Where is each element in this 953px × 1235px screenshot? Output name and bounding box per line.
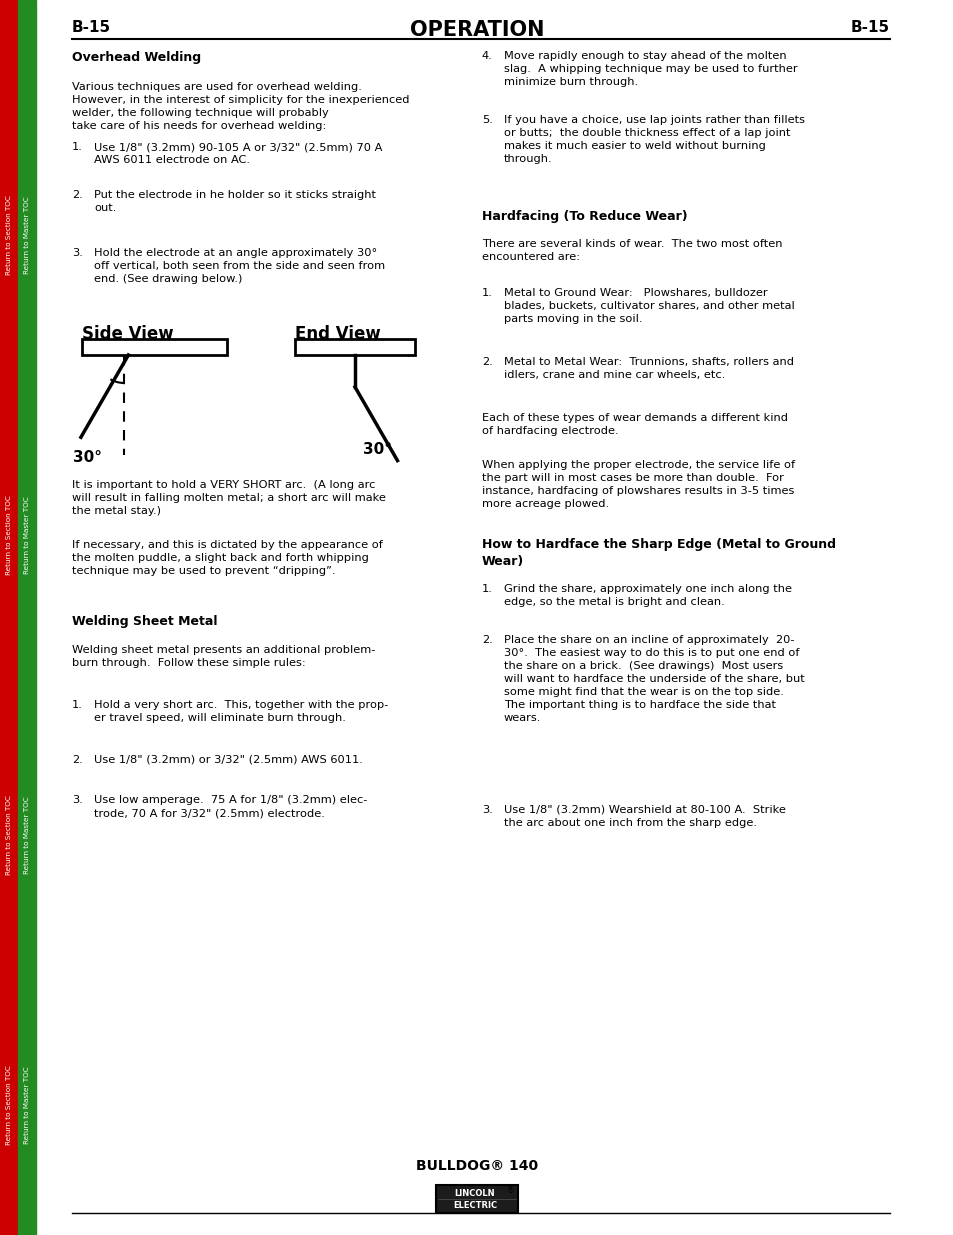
Text: Hold the electrode at an angle approximately 30°
off vertical, both seen from th: Hold the electrode at an angle approxima… bbox=[94, 248, 385, 284]
Text: Hold a very short arc.  This, together with the prop-
er travel speed, will elim: Hold a very short arc. This, together wi… bbox=[94, 700, 388, 722]
Text: Welding sheet metal presents an additional problem-
burn through.  Follow these : Welding sheet metal presents an addition… bbox=[71, 645, 375, 668]
Text: When applying the proper electrode, the service life of
the part will in most ca: When applying the proper electrode, the … bbox=[481, 459, 794, 509]
Text: 2.: 2. bbox=[71, 755, 83, 764]
Text: B-15: B-15 bbox=[850, 20, 889, 35]
Text: Return to Section TOC: Return to Section TOC bbox=[6, 795, 12, 874]
Text: Return to Master TOC: Return to Master TOC bbox=[24, 1066, 30, 1144]
Text: Put the electrode in he holder so it sticks straight
out.: Put the electrode in he holder so it sti… bbox=[94, 190, 375, 214]
Text: 1.: 1. bbox=[481, 288, 493, 298]
Text: BULLDOG® 140: BULLDOG® 140 bbox=[416, 1158, 537, 1173]
Bar bbox=[294, 338, 415, 354]
Text: 1.: 1. bbox=[71, 142, 83, 152]
Text: Use low amperage.  75 A for 1/8" (3.2mm) elec-
trode, 70 A for 3/32" (2.5mm) ele: Use low amperage. 75 A for 1/8" (3.2mm) … bbox=[94, 795, 367, 818]
Text: Metal to Metal Wear:  Trunnions, shafts, rollers and
idlers, crane and mine car : Metal to Metal Wear: Trunnions, shafts, … bbox=[503, 357, 793, 380]
Text: 5.: 5. bbox=[481, 115, 493, 125]
Text: How to Hardface the Sharp Edge (Metal to Ground
Wear): How to Hardface the Sharp Edge (Metal to… bbox=[481, 538, 835, 568]
Text: It is important to hold a VERY SHORT arc.  (A long arc
will result in falling mo: It is important to hold a VERY SHORT arc… bbox=[71, 480, 385, 516]
Text: 2.: 2. bbox=[71, 190, 83, 200]
Text: 2.: 2. bbox=[481, 357, 493, 367]
Bar bbox=[0, 0, 18, 1235]
Bar bbox=[82, 338, 227, 354]
Text: OPERATION: OPERATION bbox=[410, 20, 543, 40]
Text: B-15: B-15 bbox=[71, 20, 111, 35]
Bar bbox=[18, 0, 36, 1235]
Text: 3.: 3. bbox=[71, 248, 83, 258]
Text: Return to Master TOC: Return to Master TOC bbox=[24, 797, 30, 874]
Text: Use 1/8" (3.2mm) 90-105 A or 3/32" (2.5mm) 70 A
AWS 6011 electrode on AC.: Use 1/8" (3.2mm) 90-105 A or 3/32" (2.5m… bbox=[94, 142, 382, 165]
Text: Return to Section TOC: Return to Section TOC bbox=[6, 1065, 12, 1145]
Text: LINCOLN: LINCOLN bbox=[455, 1188, 495, 1198]
Text: Return to Section TOC: Return to Section TOC bbox=[6, 195, 12, 275]
Text: 30°: 30° bbox=[73, 450, 102, 466]
Text: Various techniques are used for overhead welding.
However, in the interest of si: Various techniques are used for overhead… bbox=[71, 82, 409, 131]
Text: Return to Master TOC: Return to Master TOC bbox=[24, 196, 30, 274]
Text: ®: ® bbox=[507, 1187, 515, 1195]
Text: If necessary, and this is dictated by the appearance of
the molten puddle, a sli: If necessary, and this is dictated by th… bbox=[71, 540, 382, 576]
Text: Each of these types of wear demands a different kind
of hardfacing electrode.: Each of these types of wear demands a di… bbox=[481, 412, 787, 436]
Text: ELECTRIC: ELECTRIC bbox=[453, 1200, 497, 1209]
Text: Metal to Ground Wear:   Plowshares, bulldozer
blades, buckets, cultivator shares: Metal to Ground Wear: Plowshares, bulldo… bbox=[503, 288, 794, 324]
Text: Hardfacing (To Reduce Wear): Hardfacing (To Reduce Wear) bbox=[481, 210, 687, 224]
Text: Return to Section TOC: Return to Section TOC bbox=[6, 495, 12, 576]
Text: Welding Sheet Metal: Welding Sheet Metal bbox=[71, 615, 217, 629]
Text: 30°: 30° bbox=[363, 442, 392, 457]
Text: Grind the share, approximately one inch along the
edge, so the metal is bright a: Grind the share, approximately one inch … bbox=[503, 584, 791, 608]
Text: Place the share on an incline of approximately  20-
30°.  The easiest way to do : Place the share on an incline of approxi… bbox=[503, 635, 804, 724]
Text: Overhead Welding: Overhead Welding bbox=[71, 51, 201, 64]
Text: There are several kinds of wear.  The two most often
encountered are:: There are several kinds of wear. The two… bbox=[481, 240, 781, 262]
Text: If you have a choice, use lap joints rather than fillets
or butts;  the double t: If you have a choice, use lap joints rat… bbox=[503, 115, 804, 164]
Bar bbox=[436, 1186, 517, 1213]
Text: Use 1/8" (3.2mm) or 3/32" (2.5mm) AWS 6011.: Use 1/8" (3.2mm) or 3/32" (2.5mm) AWS 60… bbox=[94, 755, 362, 764]
Text: 2.: 2. bbox=[481, 635, 493, 645]
Text: Move rapidly enough to stay ahead of the molten
slag.  A whipping technique may : Move rapidly enough to stay ahead of the… bbox=[503, 51, 797, 88]
Text: 3.: 3. bbox=[481, 805, 493, 815]
Text: 1.: 1. bbox=[481, 584, 493, 594]
Text: Return to Master TOC: Return to Master TOC bbox=[24, 496, 30, 574]
Text: Side View: Side View bbox=[82, 325, 173, 343]
Text: Use 1/8" (3.2mm) Wearshield at 80-100 A.  Strike
the arc about one inch from the: Use 1/8" (3.2mm) Wearshield at 80-100 A.… bbox=[503, 805, 785, 827]
Text: 3.: 3. bbox=[71, 795, 83, 805]
Text: 4.: 4. bbox=[481, 51, 493, 61]
Text: 1.: 1. bbox=[71, 700, 83, 710]
Text: End View: End View bbox=[294, 325, 380, 343]
